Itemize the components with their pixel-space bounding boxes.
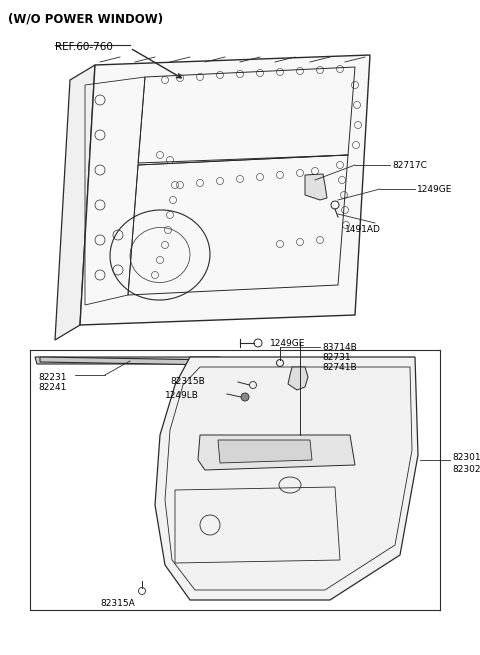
Text: (W/O POWER WINDOW): (W/O POWER WINDOW) [8,13,163,26]
Text: 82231: 82231 [38,373,67,381]
Text: 82315B: 82315B [170,377,205,386]
Polygon shape [55,65,95,340]
Polygon shape [35,357,222,364]
Polygon shape [305,174,327,200]
Text: 82717C: 82717C [392,160,427,170]
Polygon shape [80,55,370,325]
Polygon shape [40,357,218,365]
Text: 82301: 82301 [452,453,480,462]
Text: 82315A: 82315A [100,599,135,607]
Polygon shape [155,357,418,600]
Text: 1249GE: 1249GE [270,339,305,348]
Polygon shape [288,367,308,390]
Text: 82302: 82302 [452,464,480,474]
Polygon shape [218,440,312,463]
Text: REF.60-760: REF.60-760 [55,42,113,52]
Text: 82731: 82731 [322,352,350,362]
Text: 1491AD: 1491AD [345,225,381,234]
Text: 1249LB: 1249LB [165,390,199,400]
Text: 82241: 82241 [38,383,66,392]
Text: 82741B: 82741B [322,362,357,371]
Text: 83714B: 83714B [322,343,357,352]
Polygon shape [198,435,355,470]
Circle shape [241,393,249,401]
Text: 1249GE: 1249GE [417,185,452,193]
